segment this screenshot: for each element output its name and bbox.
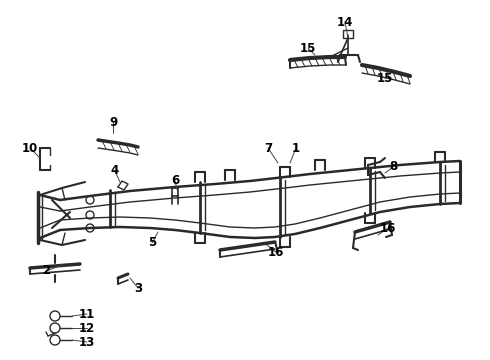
Text: 3: 3	[134, 282, 142, 294]
Bar	[343, 30, 353, 38]
Text: 16: 16	[380, 221, 396, 234]
Text: 15: 15	[300, 41, 316, 54]
Text: 9: 9	[109, 116, 117, 129]
Text: 13: 13	[79, 336, 95, 348]
Text: 7: 7	[264, 141, 272, 154]
Text: 15: 15	[377, 72, 393, 85]
Text: 11: 11	[79, 307, 95, 320]
Text: 1: 1	[292, 141, 300, 154]
Text: 5: 5	[148, 237, 156, 249]
Text: 8: 8	[389, 161, 397, 174]
Text: 10: 10	[22, 141, 38, 154]
Text: 4: 4	[111, 165, 119, 177]
Text: 14: 14	[337, 15, 353, 28]
Text: 6: 6	[171, 175, 179, 188]
Text: 16: 16	[268, 246, 284, 258]
Text: 2: 2	[42, 265, 50, 278]
Text: 12: 12	[79, 321, 95, 334]
